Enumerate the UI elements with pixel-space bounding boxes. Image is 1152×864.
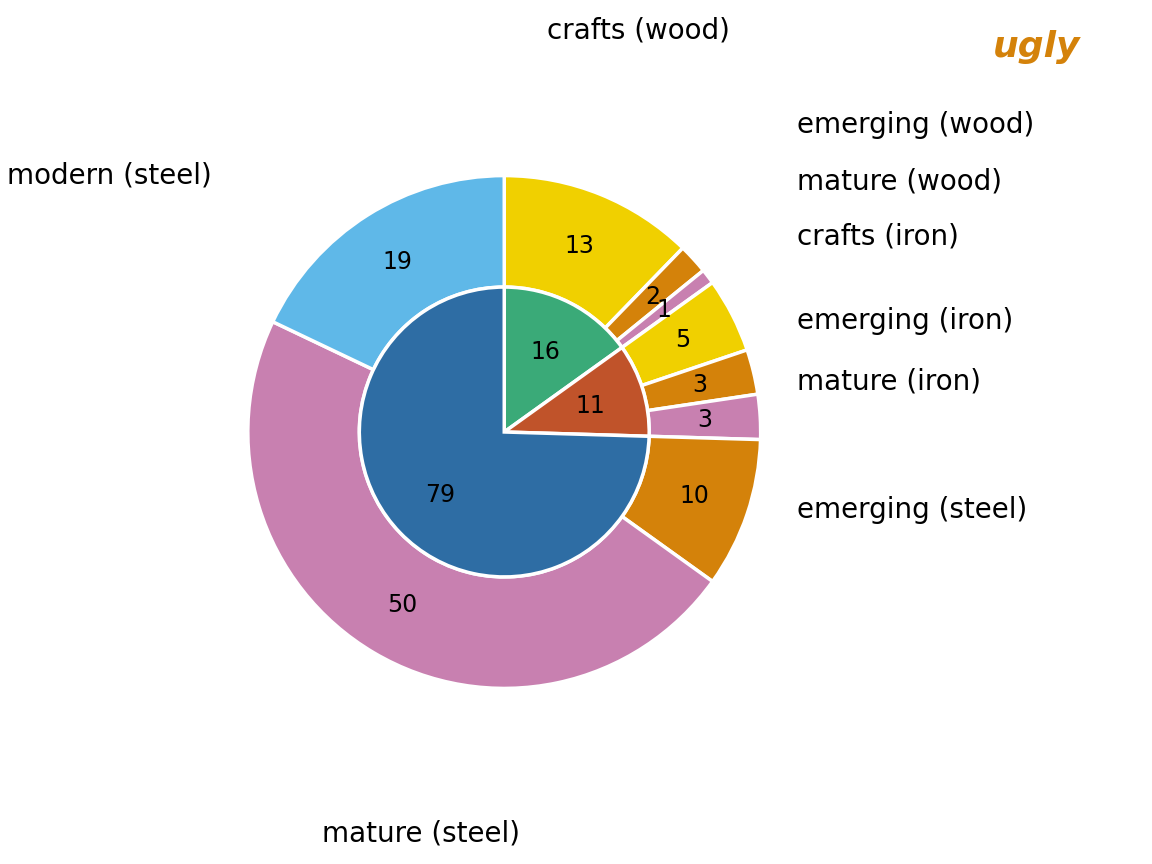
Text: emerging (steel): emerging (steel) (797, 496, 1028, 524)
Wedge shape (505, 287, 622, 432)
Wedge shape (359, 287, 649, 577)
Text: 2: 2 (645, 284, 660, 308)
Text: mature (wood): mature (wood) (797, 167, 1002, 195)
Text: modern (steel): modern (steel) (7, 162, 212, 189)
Text: emerging (wood): emerging (wood) (797, 111, 1034, 139)
Text: mature (steel): mature (steel) (321, 819, 520, 848)
Text: 16: 16 (530, 340, 560, 364)
Text: 1: 1 (657, 298, 672, 322)
Wedge shape (622, 436, 760, 581)
Wedge shape (605, 248, 704, 340)
Wedge shape (505, 347, 650, 436)
Wedge shape (273, 175, 505, 370)
Text: emerging (iron): emerging (iron) (797, 307, 1013, 334)
Text: ugly: ugly (993, 30, 1081, 64)
Text: crafts (wood): crafts (wood) (546, 16, 729, 45)
Text: 19: 19 (382, 251, 412, 274)
Text: 79: 79 (425, 483, 455, 506)
Wedge shape (642, 350, 758, 410)
Wedge shape (505, 175, 683, 328)
Text: 50: 50 (387, 593, 417, 617)
Wedge shape (647, 394, 760, 440)
Text: 3: 3 (697, 408, 712, 432)
Wedge shape (616, 270, 713, 347)
Text: mature (iron): mature (iron) (797, 368, 980, 396)
Text: 13: 13 (564, 234, 594, 258)
Text: 3: 3 (692, 373, 707, 397)
Text: 10: 10 (680, 484, 710, 508)
Text: 5: 5 (675, 328, 690, 353)
Text: crafts (iron): crafts (iron) (797, 223, 958, 251)
Wedge shape (248, 321, 713, 689)
Text: 11: 11 (575, 394, 605, 418)
Wedge shape (622, 283, 748, 385)
